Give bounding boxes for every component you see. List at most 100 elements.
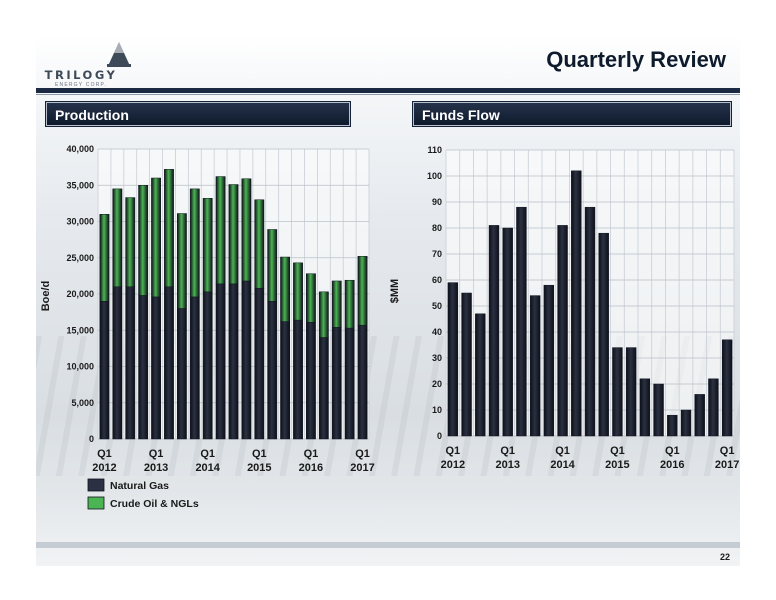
funds-flow-bar bbox=[680, 409, 692, 437]
y-tick-label: 0 bbox=[437, 431, 442, 441]
y-tick-label: 30 bbox=[432, 353, 442, 363]
crude-oil-ngl-bar bbox=[267, 229, 278, 302]
y-tick-label: 15,000 bbox=[66, 325, 94, 335]
funds-flow-bar bbox=[584, 206, 596, 437]
crude-oil-ngl-bar bbox=[280, 256, 291, 322]
y-tick-label: 60 bbox=[432, 275, 442, 285]
crude-oil-ngl-bar bbox=[293, 262, 303, 321]
y-tick-label: 70 bbox=[432, 249, 442, 259]
crude-oil-ngl-bar bbox=[331, 280, 342, 328]
x-tick-quarter: Q1 bbox=[149, 448, 164, 460]
funds-flow-bar bbox=[708, 378, 719, 437]
crude-oil-ngl-bar bbox=[151, 177, 161, 298]
production-chart: 0 5,000 10,000 15,000 20,000 25,000 30,000 35,0… bbox=[40, 144, 375, 510]
x-tick-year: 2012 bbox=[441, 459, 465, 471]
x-tick-year: 2016 bbox=[299, 462, 323, 474]
x-tick-quarter: Q1 bbox=[500, 445, 515, 457]
x-tick-quarter: Q1 bbox=[446, 445, 461, 457]
funds-flow-bar bbox=[612, 347, 623, 437]
natural-gas-bar bbox=[138, 295, 149, 440]
legend-label-natural-gas: Natural Gas bbox=[110, 480, 169, 492]
natural-gas-bar bbox=[164, 286, 174, 440]
title-rule bbox=[36, 88, 740, 93]
funds-flow-bar bbox=[571, 170, 582, 437]
y-tick-label: 30,000 bbox=[66, 217, 94, 227]
x-tick-quarter: Q1 bbox=[252, 448, 267, 460]
natural-gas-bar bbox=[357, 324, 368, 440]
y-tick-label: 20 bbox=[432, 379, 442, 389]
title-rule-thin bbox=[36, 94, 740, 95]
funds-flow-bar bbox=[557, 225, 568, 437]
natural-gas-bar bbox=[331, 327, 342, 440]
y-tick-label: 35,000 bbox=[66, 180, 94, 190]
y-tick-label: 20,000 bbox=[66, 289, 94, 299]
natural-gas-bar bbox=[228, 283, 239, 440]
logo-subtitle: ENERGY CORP. bbox=[54, 82, 107, 88]
y-tick-label: 40,000 bbox=[66, 144, 94, 154]
x-tick-year: 2017 bbox=[715, 459, 739, 471]
y-tick-label: 100 bbox=[427, 171, 442, 181]
crude-oil-ngl-bar bbox=[357, 256, 368, 326]
funds-flow-bar bbox=[461, 292, 472, 437]
x-tick-quarter: Q1 bbox=[200, 448, 215, 460]
y-tick-label: 80 bbox=[432, 223, 442, 233]
funds-flow-bar bbox=[447, 282, 459, 437]
x-tick-year: 2017 bbox=[350, 462, 374, 474]
funds-flow-title: Funds Flow bbox=[422, 107, 500, 123]
funds-flow-bar bbox=[653, 383, 664, 437]
x-tick-year: 2013 bbox=[144, 462, 168, 474]
x-tick-quarter: Q1 bbox=[355, 448, 370, 460]
page-title: Quarterly Review bbox=[546, 47, 726, 72]
y-tick-label: 10,000 bbox=[66, 362, 94, 372]
funds-flow-bar bbox=[502, 227, 513, 437]
y-tick-label: 10 bbox=[432, 405, 442, 415]
y-tick-label: 40 bbox=[432, 327, 442, 337]
funds-flow-section-bar: Funds Flow bbox=[413, 102, 731, 126]
x-tick-quarter: Q1 bbox=[720, 445, 735, 457]
natural-gas-bar bbox=[267, 301, 278, 440]
funds-flow-bar bbox=[516, 206, 527, 437]
crude-oil-ngl-bar bbox=[254, 199, 265, 289]
x-tick-year: 2015 bbox=[247, 462, 271, 474]
production-section-bar: Production bbox=[46, 102, 350, 126]
y-tick-label: 5,000 bbox=[71, 398, 94, 408]
page-number: 22 bbox=[719, 552, 730, 562]
y-tick-label: 110 bbox=[427, 145, 442, 155]
natural-gas-bar bbox=[293, 319, 303, 440]
funds-flow-bar bbox=[694, 394, 705, 437]
x-tick-quarter: Q1 bbox=[665, 445, 680, 457]
crude-oil-ngl-bar bbox=[241, 178, 252, 282]
crude-oil-ngl-bar bbox=[125, 197, 136, 288]
natural-gas-bar bbox=[99, 301, 110, 440]
trilogy-logo bbox=[107, 42, 131, 67]
natural-gas-bar bbox=[176, 308, 187, 440]
y-tick-label: 0 bbox=[89, 434, 94, 444]
natural-gas-bar bbox=[202, 291, 213, 440]
crude-oil-ngl-bar bbox=[164, 169, 174, 287]
crude-oil-ngl-bar bbox=[99, 214, 110, 302]
natural-gas-bar bbox=[254, 287, 265, 440]
funds-flow-bar bbox=[721, 339, 733, 437]
y-tick-label: 50 bbox=[432, 301, 442, 311]
logo-wordmark: TRILOGY bbox=[44, 68, 118, 82]
crude-oil-ngl-bar bbox=[344, 279, 355, 329]
legend-swatch-natural-gas bbox=[87, 478, 105, 492]
y-axis-label: $MM bbox=[389, 279, 401, 303]
crude-oil-ngl-bar bbox=[228, 184, 239, 285]
y-tick-label: 90 bbox=[432, 197, 442, 207]
x-tick-year: 2013 bbox=[495, 459, 519, 471]
crude-oil-ngl-bar bbox=[176, 213, 187, 309]
funds-flow-bar bbox=[529, 295, 541, 437]
x-tick-year: 2014 bbox=[550, 459, 575, 471]
crude-oil-ngl-bar bbox=[189, 188, 200, 298]
natural-gas-bar bbox=[125, 286, 136, 440]
y-tick-label: 25,000 bbox=[66, 253, 94, 263]
funds-flow-bar bbox=[625, 347, 637, 437]
funds-flow-bar bbox=[639, 378, 651, 437]
x-tick-quarter: Q1 bbox=[97, 448, 112, 460]
x-tick-year: 2012 bbox=[92, 462, 116, 474]
crude-oil-ngl-bar bbox=[318, 291, 329, 338]
crude-oil-ngl-bar bbox=[112, 188, 123, 287]
crude-oil-ngl-bar bbox=[202, 198, 213, 293]
crude-oil-ngl-bar bbox=[138, 185, 149, 296]
